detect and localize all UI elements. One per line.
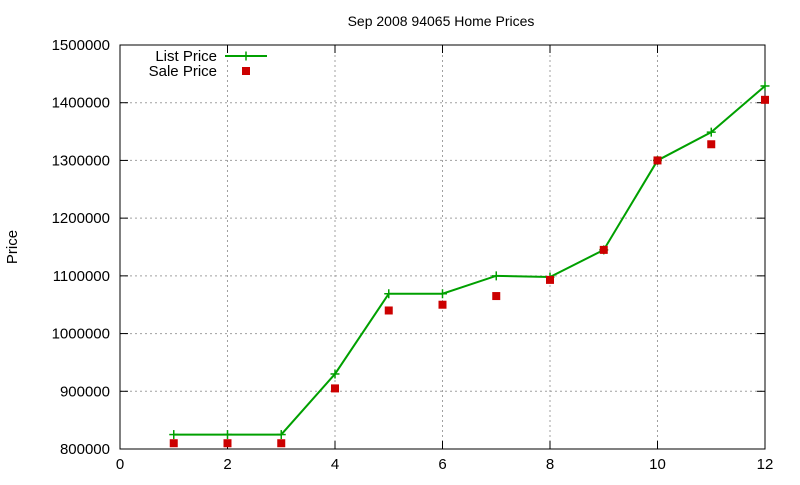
sale-price-point <box>707 140 716 149</box>
y-axis-label: Price <box>4 230 21 264</box>
list-price-point <box>438 289 447 299</box>
y-tick-label: 1300000 <box>52 152 110 169</box>
x-tick-label: 4 <box>331 456 339 473</box>
x-tick-label: 2 <box>223 456 231 473</box>
x-tick-label: 6 <box>438 456 446 473</box>
y-tick-label: 800000 <box>60 441 110 458</box>
list-price-line <box>173 85 766 436</box>
sale-price-point <box>761 95 769 104</box>
legend-cross-marker <box>241 51 251 61</box>
list-price-point <box>169 430 179 440</box>
sale-price-point <box>223 439 232 448</box>
y-tick-label: 900000 <box>60 383 110 400</box>
y-tick-label: 1500000 <box>52 37 110 54</box>
sale-price-point <box>653 156 662 165</box>
legend-label: Sale Price <box>149 63 217 80</box>
sale-price-point <box>169 439 178 448</box>
y-tick-label: 1100000 <box>53 268 110 285</box>
y-tick-label: 1000000 <box>52 326 110 343</box>
grid <box>120 45 765 449</box>
x-tick-label: 12 <box>757 456 774 473</box>
list-price-point <box>706 127 716 137</box>
list-price-point <box>223 430 232 440</box>
sale-price-point <box>599 245 608 254</box>
list-price-point <box>760 81 770 91</box>
chart-title: Sep 2008 94065 Home Prices <box>348 13 535 29</box>
list-price-point <box>491 271 501 281</box>
x-tick-label: 10 <box>649 456 666 473</box>
sale-price-point <box>492 292 501 301</box>
list-price-point <box>330 369 340 379</box>
sale-price-point <box>546 275 554 284</box>
sale-price-point <box>438 300 447 309</box>
series <box>169 81 770 448</box>
sale-price-point <box>331 384 339 393</box>
y-tick-label: 1400000 <box>52 95 110 112</box>
series-sale-price <box>169 95 769 448</box>
x-tick-label: 8 <box>546 456 554 473</box>
series-list-price <box>169 81 770 440</box>
sale-price-point <box>384 306 393 315</box>
y-tick-label: 1200000 <box>52 210 110 227</box>
axes: 0 2 4 6 8 10 12 800000 900000 1000000 1100000 12000… <box>52 37 774 473</box>
sale-price-point <box>277 439 286 448</box>
legend-square-marker <box>242 67 250 75</box>
legend-label: List Price <box>155 48 217 65</box>
list-price-point <box>384 289 394 299</box>
list-price-point <box>276 430 286 440</box>
x-tick-label: 0 <box>116 456 124 473</box>
